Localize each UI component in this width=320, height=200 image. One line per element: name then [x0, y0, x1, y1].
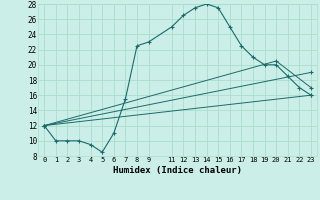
X-axis label: Humidex (Indice chaleur): Humidex (Indice chaleur) [113, 166, 242, 175]
